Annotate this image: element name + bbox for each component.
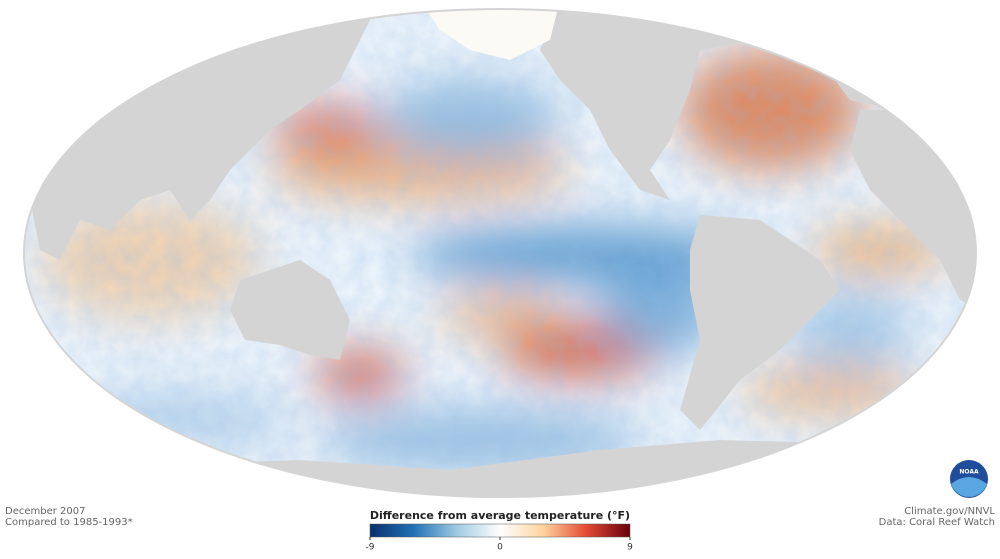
noaa-logo: NOAA xyxy=(950,460,988,498)
arctic-ice xyxy=(420,9,560,60)
logo-wave xyxy=(951,477,987,497)
source: Data: Coral Reef Watch xyxy=(879,517,995,528)
legend-tick-label: 0 xyxy=(497,543,503,553)
south-america xyxy=(680,215,840,430)
legend-tick-label: -9 xyxy=(366,543,375,553)
legend-tick-label: 9 xyxy=(627,543,633,553)
date: December 2007 xyxy=(5,506,85,517)
baseline: Compared to 1985-1993* xyxy=(5,517,133,528)
credit: Climate.gov/NNVL xyxy=(904,506,995,517)
globe-outline xyxy=(23,8,977,498)
legend-title: Difference from average temperature (°F) xyxy=(370,509,630,522)
australia xyxy=(230,260,350,360)
legend-colorbar xyxy=(369,523,631,538)
logo-text: NOAA xyxy=(959,469,979,476)
